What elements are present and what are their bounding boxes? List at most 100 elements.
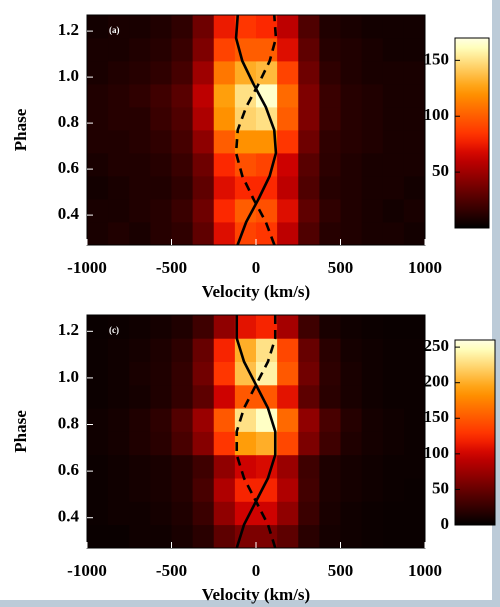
heatmap-cell (298, 38, 320, 62)
heatmap-cell (340, 501, 363, 526)
heatmap-cell (382, 107, 405, 131)
heatmap-cell (319, 315, 341, 339)
heatmap-cell (340, 130, 363, 154)
heatmap-cell (403, 384, 425, 409)
heatmap-cell (150, 15, 172, 39)
heatmap-cell (129, 408, 151, 432)
heatmap-cell (234, 501, 257, 526)
x-axis-label: Velocity (km/s) (202, 585, 310, 604)
heatmap-cell (171, 384, 194, 409)
heatmap-cell (382, 153, 405, 177)
heatmap-cell (129, 176, 151, 200)
y-tick-label: 1.2 (58, 320, 79, 339)
heatmap-cell (87, 176, 109, 200)
heatmap-cell (150, 408, 172, 432)
heatmap-cell (192, 15, 215, 39)
heatmap-cell (108, 153, 130, 177)
heatmap-cell (213, 361, 236, 386)
heatmap-cell (277, 176, 299, 200)
heatmap-cell (277, 338, 299, 362)
heatmap-cell (319, 361, 341, 386)
heatmap-cell (340, 199, 363, 223)
heatmap-cell (277, 524, 299, 548)
heatmap-cell (129, 61, 151, 85)
heatmap-cell (129, 84, 151, 108)
heatmap-cell (382, 84, 405, 108)
heatmap-cell (171, 501, 194, 526)
heatmap-cell (361, 38, 384, 62)
heatmap-cell (213, 501, 236, 526)
heatmap-cell (108, 38, 130, 62)
heatmap-cell (256, 61, 278, 85)
heatmap-cell (403, 199, 425, 223)
heatmap-cell (277, 199, 299, 223)
heatmap-cell (87, 524, 109, 548)
heatmap-cell (108, 501, 130, 526)
heatmap-cell (213, 15, 236, 39)
heatmap-cell (382, 315, 405, 339)
heatmap-cell (340, 454, 363, 479)
x-tick-label: 1000 (408, 258, 442, 277)
heatmap-cell (340, 38, 363, 62)
heatmap-cell (277, 384, 299, 409)
heatmap-cell (256, 84, 278, 108)
heatmap-cell (340, 153, 363, 177)
heatmap-cell (298, 315, 320, 339)
heatmap-cell (277, 478, 299, 502)
y-tick-label: 0.6 (58, 460, 79, 479)
heatmap-cell (382, 431, 405, 456)
heatmap-cell (361, 315, 384, 339)
heatmap-cell (234, 176, 257, 200)
heatmap-cell (129, 130, 151, 154)
heatmap-cell (87, 501, 109, 526)
heatmap-cell (382, 501, 405, 526)
heatmap-cell (87, 222, 109, 245)
heatmap-cell (87, 61, 109, 85)
heatmap-cell (87, 431, 109, 456)
heatmap-cell (129, 361, 151, 386)
colorbar-tick-label: 150 (424, 407, 450, 426)
heatmap-cell (298, 176, 320, 200)
heatmap-cell (213, 199, 236, 223)
heatmap-cell (403, 501, 425, 526)
heatmap-cell (298, 384, 320, 409)
heatmap-cell (382, 361, 405, 386)
heatmap-cell (340, 222, 363, 245)
y-tick-label: 1.2 (58, 20, 79, 39)
heatmap-cell (213, 84, 236, 108)
heatmap-cell (150, 361, 172, 386)
heatmap-cell (150, 384, 172, 409)
heatmap-cell (340, 338, 363, 362)
heatmap-cell (361, 361, 384, 386)
heatmap-cell (403, 130, 425, 154)
heatmap-cell (277, 84, 299, 108)
heatmap-cell (319, 524, 341, 548)
heatmap-cell (171, 61, 194, 85)
heatmap-cell (298, 84, 320, 108)
heatmap-cell (403, 61, 425, 85)
heatmap-cell (87, 107, 109, 131)
heatmap-cell (403, 478, 425, 502)
heatmap-cell (213, 107, 236, 131)
heatmap-cell (192, 38, 215, 62)
heatmap-cell (319, 130, 341, 154)
heatmap-cell (150, 199, 172, 223)
heatmap-cell (361, 61, 384, 85)
heatmap-cell (298, 153, 320, 177)
heatmap-cell (319, 501, 341, 526)
colorbar-tick-label: 50 (432, 161, 449, 180)
heatmap-cell (382, 408, 405, 432)
heatmap-cell (171, 478, 194, 502)
heatmap-cell (129, 222, 151, 245)
heatmap-cell (298, 222, 320, 245)
heatmap-cell (361, 15, 384, 39)
heatmap-cell (234, 15, 257, 39)
heatmap-cell (108, 176, 130, 200)
panel-label: (c) (109, 325, 119, 335)
heatmap-cell (171, 338, 194, 362)
heatmap-cell (192, 84, 215, 108)
heatmap-cell (171, 199, 194, 223)
heatmap-cell (298, 199, 320, 223)
heatmap-cell (150, 61, 172, 85)
